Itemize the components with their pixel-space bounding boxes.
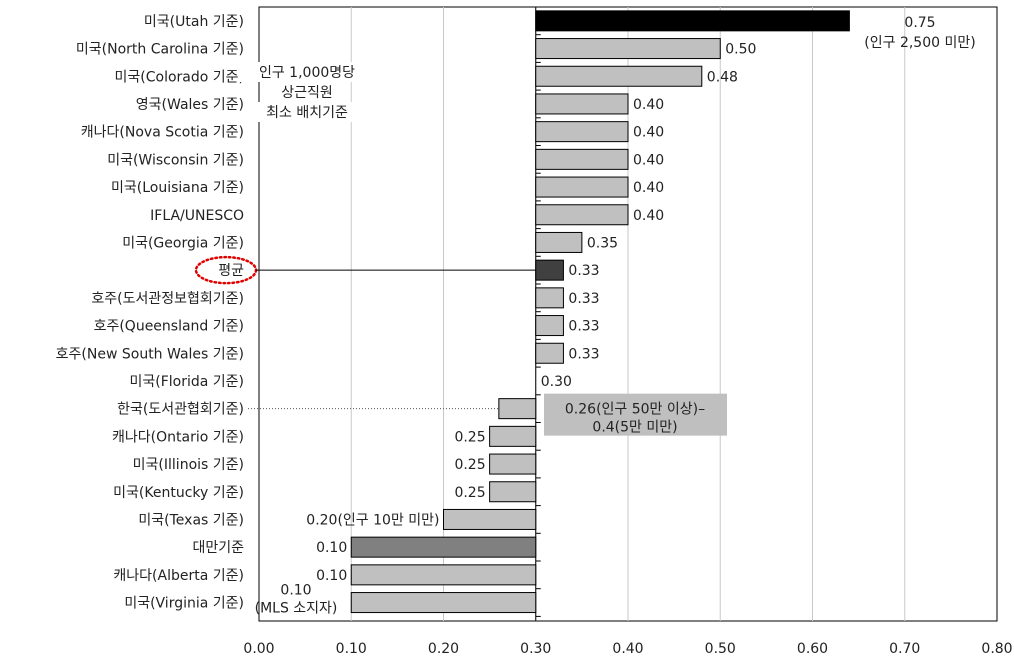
- bar: [535, 10, 850, 32]
- bar: [443, 508, 537, 530]
- bar: [535, 65, 703, 87]
- bar: [535, 121, 629, 143]
- category-label: 대만기준: [192, 540, 244, 556]
- value-label: 0.25: [454, 485, 485, 501]
- annotation-bg: [257, 102, 357, 122]
- category-label: 미국(Illinois 기준): [133, 457, 244, 473]
- value-label: 0.33: [568, 291, 599, 307]
- category-label: 호주(New South Wales 기준): [56, 346, 244, 362]
- value-label: 0.30: [541, 374, 572, 390]
- value-label: 0.40: [633, 180, 664, 196]
- category-label: 미국(Utah 기준): [144, 14, 244, 30]
- value-label: 0.10: [316, 568, 347, 584]
- value-label: 0.10: [280, 583, 311, 599]
- bar: [350, 564, 537, 586]
- bar: [535, 204, 629, 226]
- category-label: 미국(Wisconsin 기준): [107, 152, 244, 168]
- bar: [498, 398, 537, 420]
- category-label: IFLA/UNESCO: [150, 208, 244, 224]
- bar: [535, 315, 564, 337]
- value-label-note: 0.4(5만 미만): [592, 420, 677, 436]
- value-label: 0.48: [707, 69, 738, 85]
- bar: [535, 176, 629, 198]
- bar: [350, 536, 537, 558]
- value-label-note: (MLS 소지자): [255, 601, 338, 617]
- category-label: 미국(Florida 기준): [129, 374, 244, 390]
- bar: [489, 453, 537, 475]
- value-label: 0.10: [316, 540, 347, 556]
- x-tick-label: 0.50: [705, 641, 736, 657]
- category-label: 미국(Georgia 기준): [122, 235, 244, 251]
- x-tick-label: 0.70: [889, 641, 920, 657]
- value-label: 0.33: [568, 263, 599, 279]
- bar: [489, 481, 537, 503]
- bar: [535, 38, 721, 60]
- bar: [489, 425, 537, 447]
- value-label: 0.33: [568, 346, 599, 362]
- annotation-text: 최소 배치기준: [266, 105, 348, 121]
- annotation-text: 인구 1,000명당: [259, 65, 355, 81]
- bar: [535, 148, 629, 170]
- category-label: 영국(Wales 기준): [136, 97, 244, 113]
- bar: [535, 231, 583, 253]
- value-label: 0.40: [633, 152, 664, 168]
- value-label-note: (인구 2,500 미만): [864, 35, 975, 51]
- category-label: 캐나다(Alberta 기준): [113, 568, 244, 584]
- value-label: 0.75: [904, 15, 935, 31]
- x-tick-label: 0.10: [336, 641, 367, 657]
- annotation-bg: [277, 82, 337, 102]
- value-label: 0.40: [633, 208, 664, 224]
- annotation-text: 상근직원: [281, 85, 333, 101]
- category-label: 평균: [218, 263, 244, 279]
- category-label: 미국(North Carolina 기준): [76, 42, 244, 58]
- category-label: 캐나다(Ontario 기준): [112, 429, 244, 445]
- x-tick-label: 0.00: [243, 641, 274, 657]
- annotation-bg: [238, 62, 376, 82]
- category-label: 호주(도서관정보협회기준): [91, 291, 244, 307]
- category-label: 캐나다(Nova Scotia 기준): [81, 125, 244, 141]
- category-label: 미국(Kentucky 기준): [113, 485, 244, 501]
- callout-box: [544, 393, 727, 436]
- x-tick-label: 0.30: [520, 641, 551, 657]
- bar: [535, 93, 629, 115]
- value-label: 0.40: [633, 125, 664, 141]
- value-label: 0.50: [725, 42, 756, 58]
- value-label: 0.25: [454, 429, 485, 445]
- x-tick-label: 0.40: [612, 641, 643, 657]
- value-label: 0.25: [454, 457, 485, 473]
- category-label: 미국(Texas 기준): [138, 512, 244, 528]
- bar: [350, 592, 537, 614]
- value-label: 0.26(인구 50만 이상)–: [565, 402, 705, 418]
- bar: [535, 259, 564, 281]
- category-label: 호주(Queensland 기준): [94, 319, 244, 335]
- x-tick-label: 0.20: [428, 641, 459, 657]
- category-label: 미국(Colorado 기준): [115, 69, 244, 85]
- value-label: 0.40: [633, 97, 664, 113]
- x-tick-label: 0.80: [981, 641, 1012, 657]
- bar: [535, 342, 564, 364]
- bar: [535, 287, 564, 309]
- category-label: 미국(Louisiana 기준): [111, 180, 244, 196]
- value-label: 0.20(인구 10만 미만): [306, 512, 439, 528]
- category-label: 미국(Virginia 기준): [124, 596, 244, 612]
- value-label: 0.35: [587, 235, 618, 251]
- value-label: 0.33: [568, 319, 599, 335]
- x-tick-label: 0.60: [797, 641, 828, 657]
- category-label: 한국(도서관협회기준): [117, 402, 244, 418]
